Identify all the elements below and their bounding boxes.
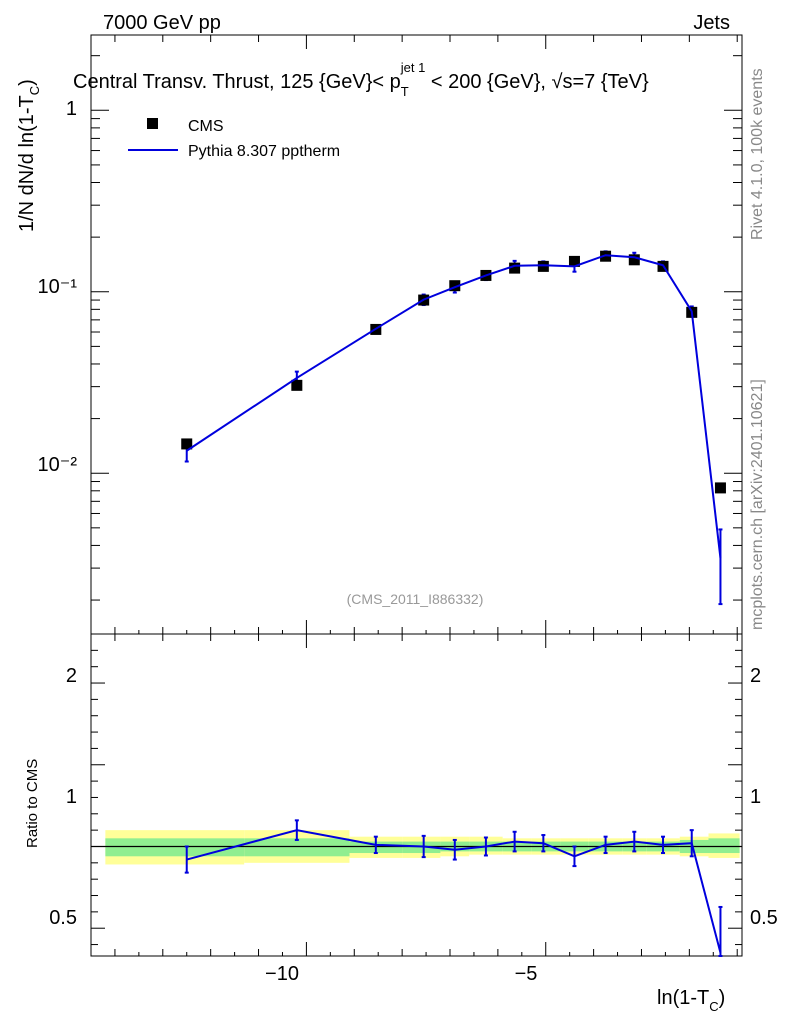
x-axis-label: ln(1-TC) — [657, 987, 725, 1014]
ratio-ytick-left-0.5: 0.5 — [49, 907, 77, 929]
cms-data-point — [568, 255, 580, 267]
legend-mc-label: Pythia 8.307 pptherm — [188, 143, 340, 160]
xlabel-end: ) — [719, 987, 726, 1009]
title-main: Central Transv. Thrust, 125 {GeV}< p — [73, 71, 401, 93]
header-right: Jets — [693, 12, 730, 34]
legend-cms-marker — [147, 118, 158, 129]
cms-data-point — [714, 482, 726, 494]
ratio-mc-line — [186, 829, 722, 953]
ylabel-main: 1/N dN/d ln(1-T — [16, 95, 38, 232]
ratio-ytick-left-1: 1 — [66, 786, 77, 808]
axis-ticks — [90, 35, 742, 956]
main-plot-data — [181, 250, 726, 606]
mcplots-label: mcplots.cern.ch [arXiv:2401.10621] — [749, 379, 766, 630]
cms-data-point — [181, 438, 193, 450]
rivet-label: Rivet 4.1.0, 100k events — [749, 68, 766, 240]
title-sub: T — [401, 84, 409, 99]
ratio-band-inner — [244, 838, 350, 857]
cms-data-point — [449, 280, 461, 292]
ytick-label-0.01: 10⁻² — [38, 454, 78, 476]
ratio-y-axis-label: Ratio to CMS — [24, 759, 41, 848]
ylabel-end: ) — [16, 79, 38, 86]
cms-data-point — [537, 260, 549, 272]
ratio-ytick-left-2: 2 — [66, 665, 77, 687]
cms-data-point — [509, 262, 521, 274]
ratio-band-inner — [105, 838, 245, 857]
xtick-label-minus5: −5 — [515, 963, 538, 985]
ratio-ytick-right-2: 2 — [750, 665, 761, 687]
legend-cms-label: CMS — [188, 118, 224, 135]
ytick-label-1: 1 — [66, 98, 77, 120]
xtick-label-minus10: −10 — [265, 963, 299, 985]
title-rest: < 200 {GeV}, √s=7 {TeV} — [425, 71, 649, 93]
ratio-ytick-right-1: 1 — [750, 786, 761, 808]
ratio-plot-frame — [90, 633, 743, 957]
ylabel-sub: C — [27, 86, 42, 95]
plot-title: Central Transv. Thrust, 125 {GeV}< pTjet… — [73, 60, 649, 99]
ytick-label-0.1: 10⁻¹ — [38, 276, 78, 298]
xlabel-sub: C — [709, 999, 718, 1014]
y-axis-label: 1/N dN/d ln(1-TC) — [16, 79, 42, 232]
xlabel-main: ln(1-T — [657, 987, 709, 1009]
ratio-band-inner — [708, 838, 740, 854]
header-left: 7000 GeV pp — [103, 12, 221, 34]
ratio-plot-data — [91, 819, 742, 957]
analysis-watermark: (CMS_2011_I886332) — [347, 591, 484, 607]
cms-data-point — [628, 254, 640, 266]
title-sup: jet 1 — [400, 60, 426, 75]
mc-line — [186, 254, 722, 559]
ratio-ytick-right-0.5: 0.5 — [750, 907, 778, 929]
cms-data-point — [291, 379, 303, 391]
